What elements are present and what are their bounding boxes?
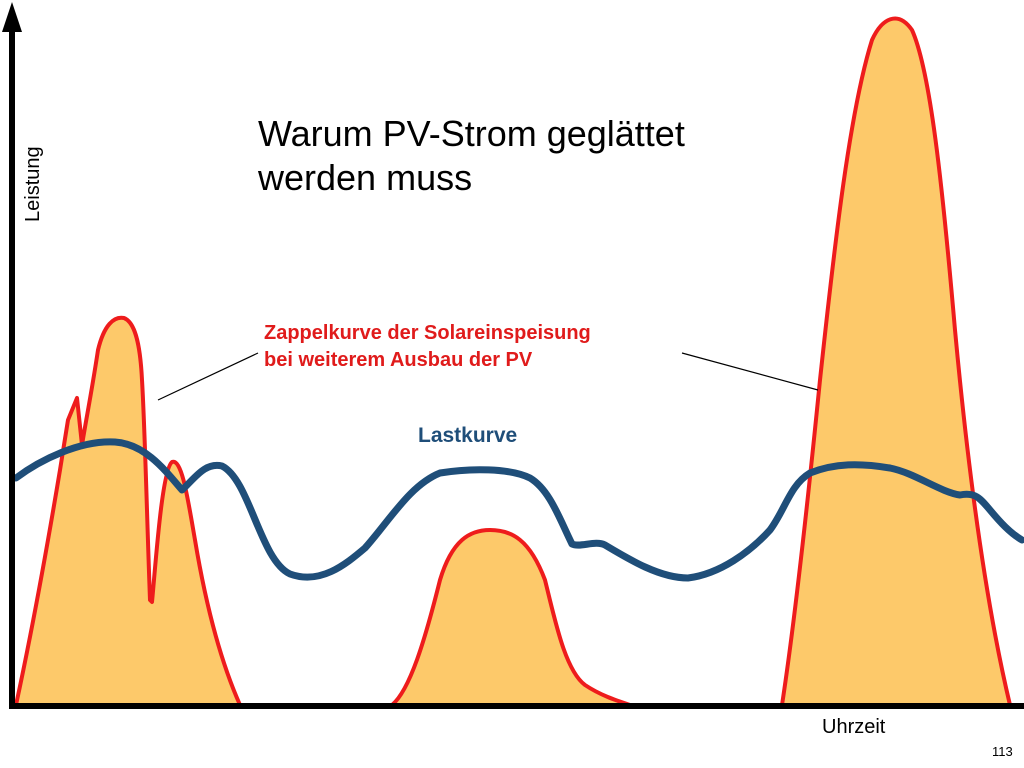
title-line-1: Warum PV-Strom geglättet — [258, 113, 685, 154]
pv-curve-day3 — [780, 16, 1012, 707]
leader-line-left — [157, 352, 259, 401]
leader-line-right — [681, 352, 819, 391]
load-curve — [12, 438, 1024, 582]
pv-label-line-2: bei weiterem Ausbau der PV — [264, 349, 533, 371]
page-number: 113 — [992, 744, 1013, 759]
pv-curve-day1 — [14, 315, 242, 707]
pv-curve-day2 — [390, 528, 632, 707]
title-line-2: werden muss — [258, 157, 473, 198]
y-axis-label: Leistung — [22, 146, 44, 222]
load-curve-label: Lastkurve — [418, 424, 518, 447]
pv-curve-label: Zappelkurve der Solareinspeisung bei wei… — [264, 320, 591, 374]
y-axis-arrow — [2, 2, 22, 32]
x-axis-label: Uhrzeit — [822, 716, 886, 738]
slide-title: Warum PV-Strom geglättet werden muss — [258, 112, 685, 200]
pv-label-line-1: Zappelkurve der Solareinspeisung — [264, 322, 591, 344]
